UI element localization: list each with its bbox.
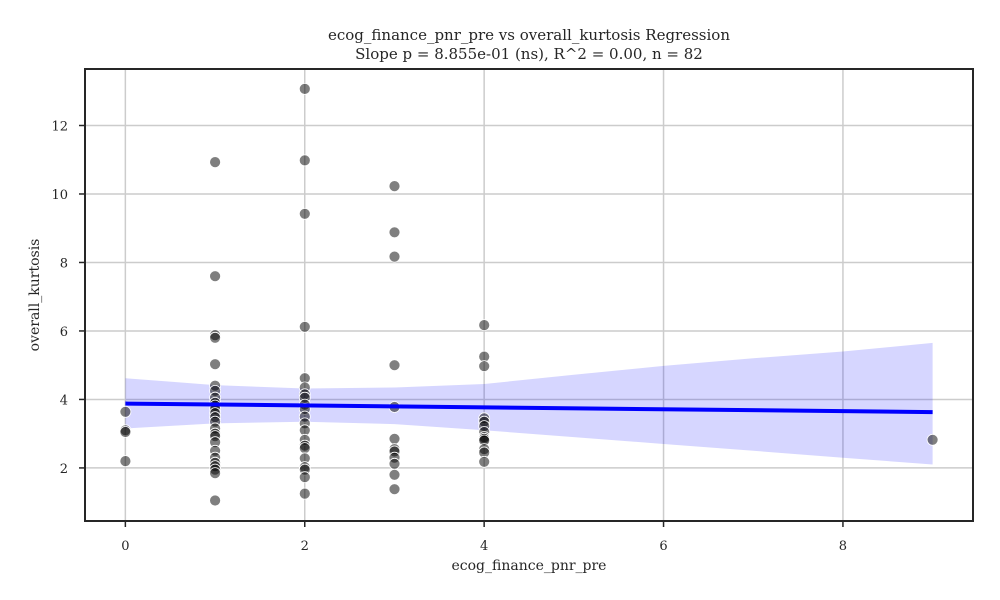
data-point xyxy=(388,483,401,496)
data-point xyxy=(209,494,222,507)
data-point xyxy=(388,457,401,470)
data-point xyxy=(926,433,939,446)
x-tick-label: 0 xyxy=(121,539,129,554)
chart-subtitle: Slope p = 8.855e-01 (ns), R^2 = 0.00, n … xyxy=(355,45,703,63)
data-point xyxy=(388,226,401,239)
data-point xyxy=(209,156,222,169)
data-point xyxy=(298,471,311,484)
data-point xyxy=(298,83,311,95)
data-point xyxy=(298,320,311,333)
y-tick-label: 2 xyxy=(60,462,68,477)
data-point xyxy=(119,426,132,438)
plot-frame xyxy=(84,68,974,522)
y-tick-label: 10 xyxy=(51,188,68,203)
confidence-band-layer xyxy=(125,342,933,465)
data-point xyxy=(388,359,401,372)
data-point xyxy=(119,455,132,468)
data-point xyxy=(298,442,311,455)
data-point xyxy=(298,207,311,220)
data-point xyxy=(388,250,401,263)
data-point xyxy=(209,270,222,283)
data-point xyxy=(298,154,311,167)
confidence-band xyxy=(125,342,933,465)
grid xyxy=(85,69,973,521)
data-point xyxy=(209,358,222,371)
data-point xyxy=(388,468,401,481)
x-axis-label: ecog_finance_pnr_pre xyxy=(452,558,607,574)
chart-title: ecog_finance_pnr_pre vs overall_kurtosis… xyxy=(328,26,730,44)
regression-line-layer xyxy=(125,401,933,415)
data-point xyxy=(119,405,132,418)
data-point xyxy=(388,180,401,193)
x-tick-label: 2 xyxy=(301,539,309,554)
x-tick-label: 6 xyxy=(659,539,667,554)
regression-line xyxy=(125,401,933,415)
data-point xyxy=(209,331,222,344)
data-point xyxy=(478,455,491,468)
data-point xyxy=(478,360,491,373)
x-tick-label: 4 xyxy=(480,539,488,554)
data-point xyxy=(478,319,491,332)
data-point xyxy=(209,467,222,480)
y-tick-label: 12 xyxy=(51,120,68,135)
y-axis-label: overall_kurtosis xyxy=(27,239,43,352)
data-point xyxy=(298,487,311,500)
y-tick-label: 8 xyxy=(60,256,68,271)
y-tick-label: 4 xyxy=(60,393,68,408)
axis-ticks: 0 2 4 6 8 2 4 6 8 10 12 xyxy=(51,120,847,555)
x-tick-label: 8 xyxy=(839,539,847,554)
y-tick-label: 6 xyxy=(60,325,68,340)
data-point xyxy=(388,432,401,445)
